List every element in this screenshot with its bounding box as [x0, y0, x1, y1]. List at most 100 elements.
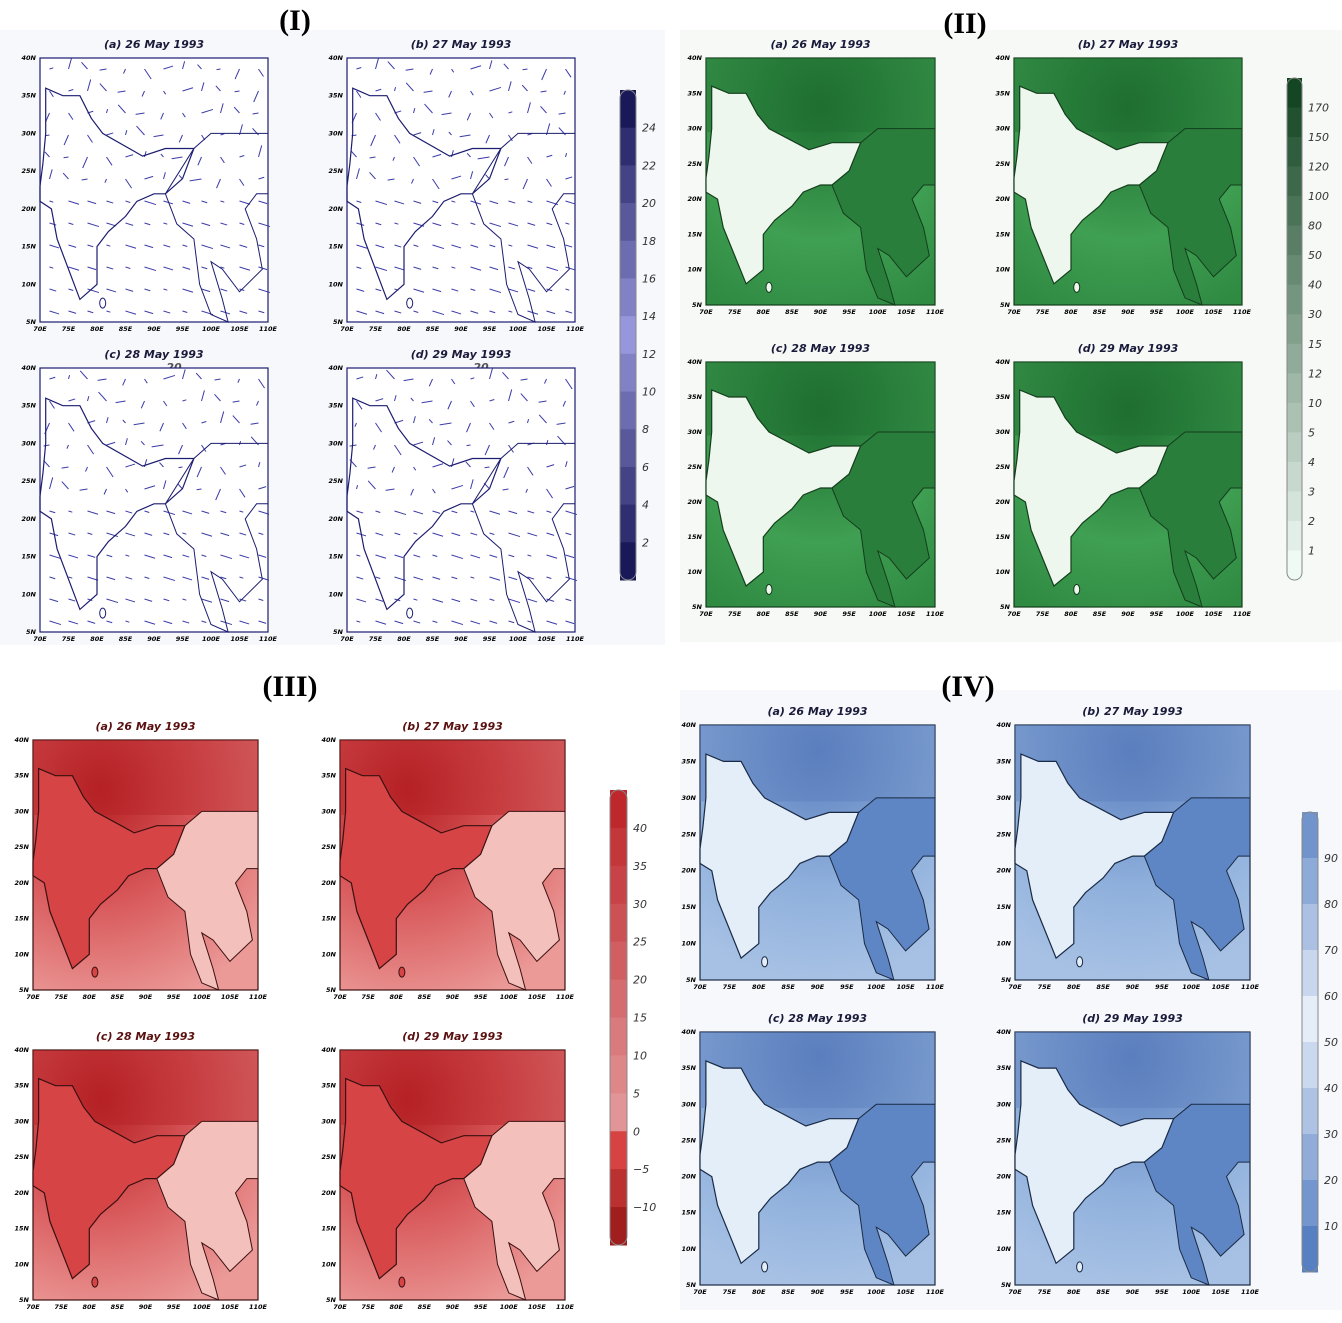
wind-arrow [258, 378, 266, 389]
x-tick-label: 95E [842, 308, 856, 316]
wind-arrow [451, 620, 464, 626]
colorbar-band [620, 240, 636, 279]
colorbar-band [1287, 166, 1302, 197]
wind-arrow [394, 532, 401, 536]
wind-arrow [375, 244, 385, 249]
wind-arrow [466, 444, 471, 447]
wind-arrow [391, 466, 395, 473]
colorbar-label: 120 [1308, 161, 1329, 174]
x-tick-label: 80E [90, 635, 104, 643]
wind-arrow [565, 153, 568, 158]
wind-arrow [178, 134, 183, 143]
southeast-asia [471, 132, 576, 323]
y-tick-label: 5N [333, 628, 344, 636]
wind-arrow [508, 444, 514, 453]
wind-arrow [394, 395, 397, 402]
wind-arrow [489, 620, 498, 624]
colorbar-band [1287, 314, 1302, 345]
wind-arrow [522, 68, 528, 71]
wind-arrow [405, 82, 414, 92]
wind-arrow [49, 288, 57, 292]
wind-arrow [508, 222, 519, 227]
x-tick-label: 110E [926, 1288, 945, 1296]
wind-arrow [520, 378, 528, 381]
wind-arrow [135, 112, 145, 115]
wind-arrow [546, 554, 558, 559]
wind-arrow [369, 171, 376, 180]
wind-arrow [106, 200, 114, 204]
wind-arrow [85, 466, 88, 472]
wind-arrow [239, 620, 250, 625]
colorbar-label: 2 [1308, 515, 1315, 528]
wind-arrow [239, 464, 247, 468]
wind-arrow [565, 532, 572, 536]
y-tick-label: 35N [15, 1082, 30, 1090]
x-tick-label: 75E [728, 610, 742, 618]
wind-arrow [489, 399, 495, 402]
x-tick-label: 110E [1233, 308, 1252, 316]
wind-arrow [258, 462, 261, 468]
india-outline [346, 87, 502, 301]
x-tick-label: 105E [897, 610, 916, 618]
x-tick-label: 105E [537, 635, 556, 643]
wind-arrow [527, 620, 532, 623]
wind-arrow [197, 64, 202, 70]
wind-arrow [239, 155, 245, 158]
wind-arrow [432, 153, 442, 158]
y-tick-label: 25N [682, 1136, 697, 1144]
wind-arrow [182, 422, 187, 430]
wind-arrow [451, 554, 464, 560]
wind-arrow [87, 79, 92, 92]
wind-arrow [104, 178, 107, 183]
y-tick-label: 40N [322, 1046, 337, 1054]
southeast-asia [463, 1120, 566, 1301]
india-outline [1014, 1060, 1175, 1265]
x-tick-label: 95E [483, 325, 497, 333]
wind-arrow [375, 88, 382, 92]
wind-arrow [49, 244, 60, 249]
wind-arrow [125, 178, 133, 189]
colorbar-band [610, 790, 627, 829]
colorbar-label: 16 [642, 272, 656, 285]
wind-arrow [159, 422, 164, 432]
x-tick-label: 70E [1008, 1288, 1022, 1296]
colorbar-label: 10 [1324, 1220, 1338, 1233]
colorbar-band [620, 542, 636, 581]
colorbar-label: −5 [633, 1163, 649, 1176]
india-outline [39, 87, 195, 301]
wind-arrow [369, 156, 376, 159]
wind-arrow [258, 576, 270, 581]
wind-arrow [370, 134, 376, 147]
y-tick-label: 40N [22, 364, 37, 372]
wind-arrow [375, 398, 384, 402]
colorbar-band [610, 941, 627, 981]
wind-arrow [234, 68, 240, 80]
wind-arrow [49, 400, 55, 409]
wind-arrow [546, 464, 555, 468]
wind-arrow [448, 90, 452, 98]
wind-arrow [189, 178, 202, 182]
wind-arrow [68, 422, 75, 432]
colorbar-band [1302, 1226, 1318, 1273]
wind-arrow [489, 598, 495, 601]
wind-arrow [356, 310, 368, 315]
wind-arrow [125, 222, 134, 226]
x-tick-label: 75E [1036, 308, 1050, 316]
wind-arrow [125, 510, 133, 514]
wind-arrow [106, 310, 111, 313]
wind-arrow [527, 266, 533, 269]
wind-arrow [538, 400, 547, 403]
wind-arrow [508, 81, 512, 92]
wind-arrow [196, 466, 202, 478]
wind-arrow [49, 510, 56, 514]
y-tick-label: 15N [682, 1209, 697, 1217]
wind-arrow [375, 200, 388, 206]
wind-arrow [565, 222, 570, 225]
india-outline [1013, 389, 1169, 587]
wind-arrow [527, 156, 533, 164]
wind-arrow [556, 422, 566, 425]
colorbar-label: 20 [1324, 1174, 1338, 1187]
y-tick-label: 10N [329, 590, 344, 598]
india-outline [32, 767, 186, 970]
sri-lanka [1076, 956, 1084, 968]
